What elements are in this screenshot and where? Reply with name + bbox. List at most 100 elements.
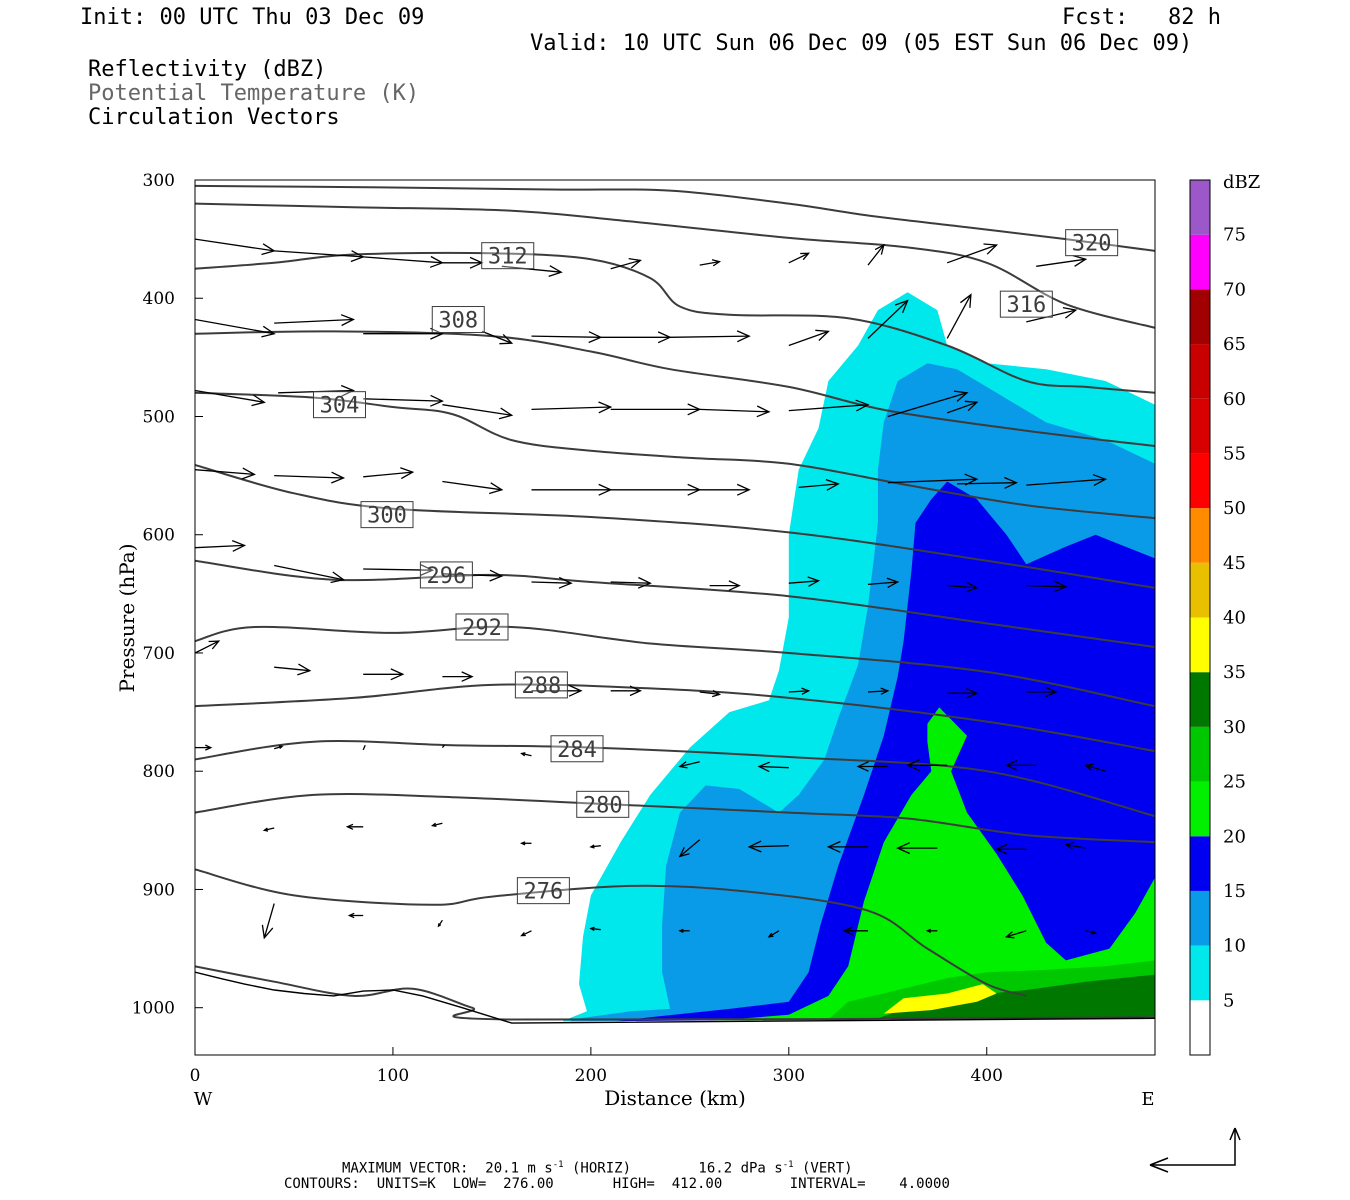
east-label: E <box>1141 1089 1154 1110</box>
colorbar-label: 75 <box>1223 225 1246 246</box>
circulation-vector <box>699 405 771 418</box>
circulation-vector <box>501 265 563 278</box>
circulation-vector <box>699 483 751 496</box>
vector-head <box>297 663 312 676</box>
vector-shaft <box>363 256 443 264</box>
theta-contour-276 <box>195 868 1027 997</box>
vector-shaft <box>768 930 780 938</box>
theta-label-288: 288 <box>514 671 568 699</box>
vector-head <box>628 257 642 269</box>
vector-shaft <box>1085 764 1106 772</box>
vector-head <box>430 394 444 407</box>
circulation-vector <box>678 839 701 858</box>
circulation-vector <box>906 759 948 772</box>
field-circulation-vectors: Circulation Vectors <box>88 105 340 130</box>
vector-head <box>568 684 583 697</box>
vector-head <box>1092 474 1108 486</box>
vector-shaft <box>442 480 502 491</box>
vector-head <box>800 252 811 261</box>
circulation-vector <box>826 840 868 853</box>
vector-shaft <box>274 250 364 258</box>
reflectivity-region-15 <box>610 481 1155 1022</box>
vector-head <box>437 923 442 928</box>
vector-head <box>558 576 573 589</box>
theta-contour-320 <box>195 184 1155 252</box>
vector-shaft <box>521 752 532 757</box>
theta-label-284: 284 <box>550 735 604 763</box>
circulation-vector <box>678 761 700 769</box>
circulation-vector <box>195 640 221 654</box>
circulation-vector <box>788 576 821 587</box>
vector-head <box>678 928 684 933</box>
circulation-vector <box>363 668 405 681</box>
vector-head <box>855 399 870 412</box>
vector-shaft <box>749 845 789 848</box>
y-tick-label: 700 <box>143 644 175 664</box>
colorbar-label: 50 <box>1223 498 1246 519</box>
theta-label-280: 280 <box>576 790 630 818</box>
circulation-vector <box>430 822 443 827</box>
vector-shaft <box>887 392 968 418</box>
vector-shaft <box>947 584 977 589</box>
colorbar-cell-60 <box>1190 344 1210 399</box>
circulation-vector <box>867 577 900 589</box>
circulation-vector <box>195 318 276 338</box>
theta-label-box <box>516 877 570 905</box>
circulation-vector <box>788 399 870 412</box>
y-tick-label: 1000 <box>132 999 175 1019</box>
vector-shaft <box>363 471 413 478</box>
circulation-vector <box>274 745 284 750</box>
theta-label-276: 276 <box>516 877 570 905</box>
theta-label-text: 300 <box>367 504 407 529</box>
circulation-vector <box>788 252 811 264</box>
vector-head <box>347 912 355 919</box>
theta-label-box <box>481 242 535 270</box>
circulation-vector <box>345 823 364 830</box>
vector-head <box>261 924 274 940</box>
vector-head <box>886 577 900 589</box>
x-tick-label: 300 <box>773 1066 805 1086</box>
circulation-vector <box>947 687 979 699</box>
vector-head <box>712 689 722 698</box>
colorbar-label: 35 <box>1223 662 1246 683</box>
x-axis-title: Distance (km) <box>604 1086 746 1110</box>
theta-label-text: 296 <box>427 564 467 589</box>
field-potential-temperature: Potential Temperature (K) <box>88 81 420 106</box>
circulation-vector <box>1085 930 1098 935</box>
circulation-vector <box>767 930 780 938</box>
vector-shaft <box>590 845 601 848</box>
vector-head <box>801 687 811 695</box>
circulation-vector <box>261 903 275 940</box>
theta-label-text: 280 <box>583 793 623 818</box>
colorbar-cell-70 <box>1190 234 1210 290</box>
theta-contour-312 <box>195 251 1155 394</box>
circulation-vector <box>362 744 366 751</box>
colorbar-label: 30 <box>1223 717 1246 738</box>
circulation-vector <box>1026 686 1058 698</box>
circulation-vector <box>600 331 672 344</box>
vector-head <box>331 471 346 484</box>
circulation-vector <box>481 330 514 345</box>
vector-head <box>498 407 514 420</box>
vector-head <box>420 564 435 576</box>
vector-head <box>461 671 474 682</box>
colorbar-cell-45 <box>1190 508 1210 563</box>
theta-label-box <box>455 613 509 641</box>
y-tick-label: 900 <box>143 880 175 900</box>
colorbar-label: 20 <box>1223 826 1246 847</box>
vector-shaft <box>699 691 720 696</box>
vector-shaft <box>195 544 245 549</box>
theta-label-box <box>431 306 485 334</box>
vector-head <box>261 325 276 338</box>
vector-head <box>925 928 932 933</box>
colorbar-cell-0 <box>1190 1000 1210 1055</box>
vector-head <box>345 823 354 830</box>
y-axis-title: Pressure (hPa) <box>115 544 139 693</box>
vector-head <box>589 844 595 849</box>
circulation-vector <box>520 752 532 757</box>
theta-label-box <box>419 561 473 589</box>
reflectivity-region-35 <box>883 984 997 1014</box>
vector-shaft <box>1036 258 1086 267</box>
circulation-vector <box>610 576 652 589</box>
circulation-vector <box>262 827 275 832</box>
